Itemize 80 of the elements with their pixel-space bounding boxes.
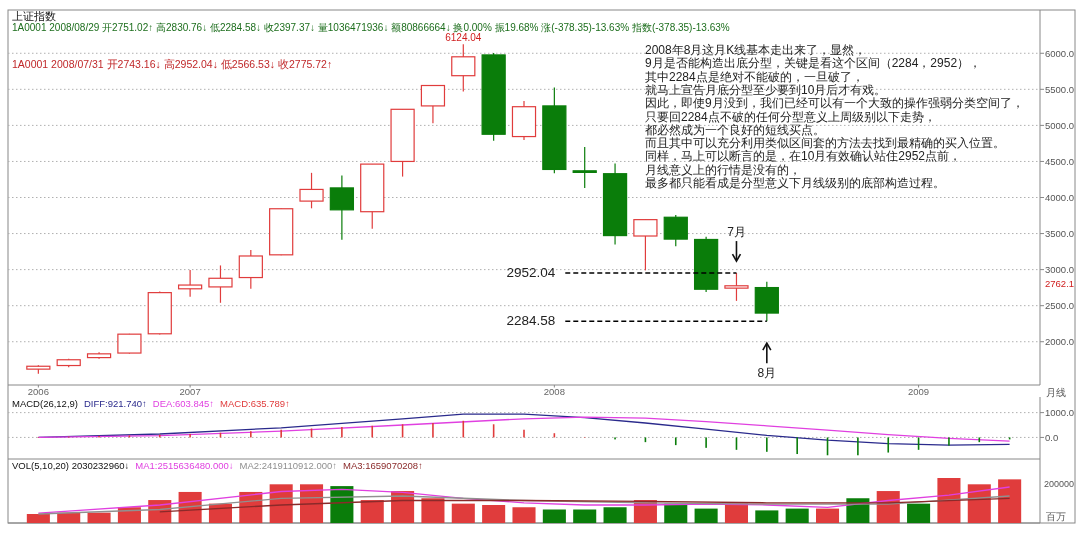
y-tick-label: 2500.0 bbox=[1045, 300, 1075, 312]
candlestick bbox=[451, 43, 476, 93]
text: MA2:2419110912.000↑ bbox=[239, 460, 338, 471]
candlestick bbox=[633, 218, 658, 271]
text: DEA:603.845↑ bbox=[152, 398, 215, 409]
bar bbox=[603, 507, 627, 523]
text: 月线 bbox=[1046, 387, 1066, 398]
text: DIFF:921.740↑ bbox=[84, 398, 147, 409]
annotation: 而且其中可以充分利用类似区间套的方法去找到最精确的买入位置。 bbox=[645, 136, 1005, 151]
text: 2762.1 bbox=[1045, 278, 1075, 289]
bar bbox=[542, 509, 566, 523]
bar bbox=[755, 510, 779, 523]
candlestick bbox=[208, 264, 233, 304]
candlestick bbox=[724, 272, 749, 302]
bar bbox=[573, 509, 597, 523]
bar bbox=[360, 500, 384, 523]
candlestick bbox=[299, 172, 324, 209]
y-tick-label: 4500.0 bbox=[1045, 155, 1075, 167]
bar bbox=[816, 508, 840, 523]
x-tick-label: 2006 bbox=[27, 386, 49, 397]
bar bbox=[937, 478, 961, 523]
bar bbox=[482, 505, 506, 523]
candlestick bbox=[663, 214, 688, 247]
annotation: 1A0001 2008/07/31 开2743.16↓ 高2952.04↓ 低2566.53↓ 收2775.72↑ bbox=[12, 58, 333, 70]
bar bbox=[26, 514, 50, 523]
bar bbox=[785, 508, 809, 523]
chart-title: MACD(26,12,9) bbox=[12, 398, 78, 409]
candlestick bbox=[329, 174, 355, 241]
bar bbox=[421, 498, 445, 523]
bar bbox=[664, 503, 688, 523]
ref-line-label: 2952.04 bbox=[506, 265, 556, 281]
candlestick bbox=[238, 249, 263, 290]
bar bbox=[269, 484, 293, 523]
annotation: 就马上宣告月底分型至少要到10月后才有戏。 bbox=[645, 82, 887, 97]
text: 1A0001 2008/08/29 开2751.02↑ 高2830.76↓ 低2284.58↓ 收2397.37↓ 量1036471936↓ 额80866664↓ 换0.00% 振19.68% 涨(-378.35)-13.63% 指数(-378.35)-13.63% bbox=[12, 22, 730, 33]
y-tick-label: 0.0 bbox=[1045, 431, 1059, 443]
annotation: 因此，即使9月没到，我们已经可以有一个大致的操作强弱分类空间了， bbox=[645, 96, 1024, 111]
annotation: 其中2284点是绝对不能破的，一旦破了， bbox=[645, 69, 864, 84]
bar bbox=[87, 512, 111, 523]
x-tick-label: 2007 bbox=[179, 386, 201, 397]
x-tick-label: 2008 bbox=[543, 386, 565, 397]
candlestick bbox=[177, 269, 203, 298]
text: 百万 bbox=[1046, 511, 1066, 522]
annotation: 8月 bbox=[757, 366, 777, 381]
bar bbox=[451, 503, 475, 523]
bar bbox=[967, 484, 991, 523]
annotation: 只要回2284点不破的任何分型意义上周级别以下走势， bbox=[645, 109, 936, 124]
annotation: 最多都只能看成是分型意义下月线级别的底部构造过程。 bbox=[645, 176, 945, 190]
y-tick-label: 6000.0 bbox=[1045, 47, 1075, 59]
annotation: 都必然成为一个良好的短线买点。 bbox=[645, 122, 825, 137]
x-tick-label: 2009 bbox=[908, 386, 930, 397]
chart-title: 上证指数 bbox=[12, 10, 56, 22]
y-tick-label: 1000.0 bbox=[1045, 407, 1075, 419]
annotation: 6124.04 bbox=[445, 32, 482, 44]
y-tick-label: 5000.0 bbox=[1045, 119, 1075, 131]
text: MA3:1659070208↑ bbox=[343, 460, 423, 471]
candlestick bbox=[572, 146, 597, 189]
annotation: 月线意义上的行情是没有的， bbox=[645, 162, 801, 177]
bar bbox=[998, 479, 1022, 523]
annotation: 7月 bbox=[727, 225, 746, 240]
annotation: 9月是否能构造出底分型，关键是看这个区间（2284，2952）， bbox=[645, 56, 982, 71]
text: 200000 bbox=[1044, 479, 1075, 489]
y-tick-label: 3000.0 bbox=[1045, 264, 1075, 276]
annotation: 2008年8月这月K线基本走出来了，显然， bbox=[645, 43, 867, 57]
y-tick-label: 4000.0 bbox=[1045, 192, 1075, 203]
bar bbox=[724, 503, 748, 523]
bar bbox=[57, 512, 81, 523]
bar bbox=[300, 484, 324, 523]
bar bbox=[907, 503, 931, 523]
y-tick-label: 2000.0 bbox=[1045, 336, 1075, 348]
bar bbox=[694, 508, 718, 523]
y-tick-label: 5500.0 bbox=[1045, 83, 1075, 95]
candlestick bbox=[420, 84, 446, 124]
bar bbox=[512, 507, 536, 523]
ref-line-label: 2284.58 bbox=[506, 313, 556, 329]
text: MA1:2515636480.000↓ bbox=[135, 460, 234, 471]
text: MACD:635.789↑ bbox=[220, 398, 290, 409]
chart-title: VOL(5,10,20) 2030232960↓ bbox=[12, 460, 130, 471]
annotation: 同样，马上可以断言的是，在10月有效确认站住2952点前， bbox=[645, 149, 962, 164]
y-tick-label: 3500.0 bbox=[1045, 228, 1075, 240]
